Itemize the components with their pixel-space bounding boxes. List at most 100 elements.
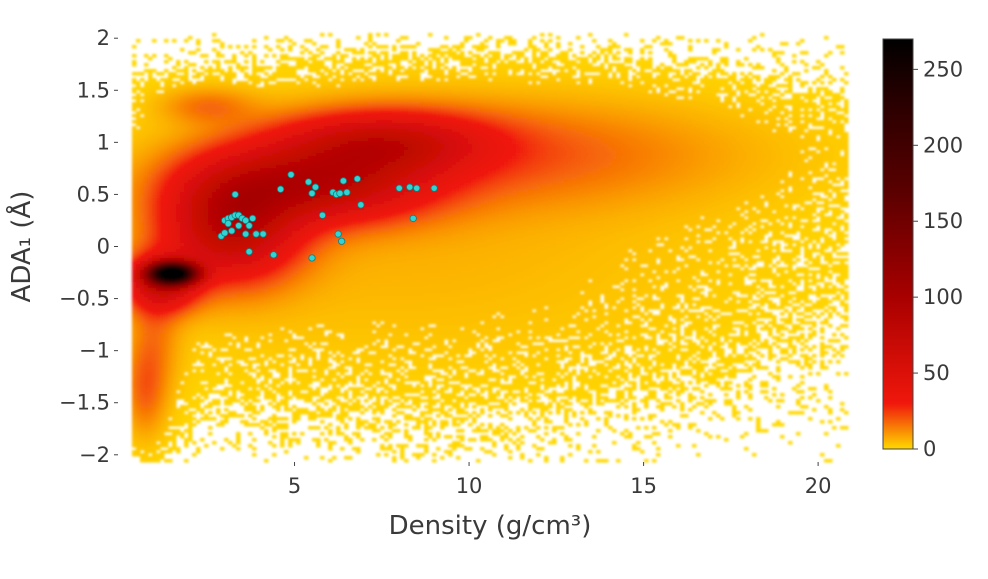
- heat-cell: [516, 75, 521, 79]
- heat-cell: [712, 138, 717, 142]
- heat-cell: [708, 129, 713, 133]
- heat-cell: [456, 147, 461, 151]
- heat-cell: [464, 39, 469, 43]
- heat-cell: [512, 60, 517, 64]
- heat-cell: [592, 126, 597, 130]
- heat-cell: [496, 81, 501, 85]
- heat-cell: [552, 144, 557, 148]
- heat-cell: [452, 69, 457, 73]
- heat-cell: [604, 120, 609, 124]
- heat-cell: [764, 123, 769, 127]
- heat-cell: [428, 81, 433, 85]
- heat-cell: [716, 48, 721, 52]
- heat-cell: [608, 102, 613, 106]
- heat-cell: [156, 102, 161, 106]
- heat-cell: [804, 81, 809, 85]
- heat-cell: [324, 138, 329, 142]
- heat-cell: [644, 105, 649, 109]
- heat-cell: [140, 72, 145, 76]
- heat-cell: [356, 147, 361, 151]
- heat-cell: [412, 96, 417, 100]
- heat-cell: [708, 117, 713, 121]
- heat-cell: [436, 75, 441, 79]
- heat-cell: [692, 111, 697, 115]
- heat-cell: [260, 108, 265, 112]
- heat-cell: [612, 108, 617, 112]
- heat-cell: [424, 90, 429, 94]
- heat-cell: [616, 81, 621, 85]
- heat-cell: [300, 144, 305, 148]
- heat-cell: [748, 99, 753, 103]
- heat-cell: [584, 105, 589, 109]
- heat-cell: [220, 69, 225, 73]
- heat-cell: [172, 144, 177, 148]
- heat-cell: [696, 123, 701, 127]
- heat-cell: [444, 45, 449, 49]
- heat-cell: [812, 114, 817, 118]
- heat-cell: [528, 105, 533, 109]
- heat-cell: [700, 123, 705, 127]
- heat-cell: [208, 150, 213, 154]
- heat-cell: [152, 132, 157, 136]
- heat-cell: [688, 84, 693, 88]
- heat-cell: [704, 99, 709, 103]
- heat-cell: [776, 75, 781, 79]
- heat-cell: [456, 117, 461, 121]
- heat-cell: [624, 117, 629, 121]
- heat-cell: [464, 132, 469, 136]
- heat-cell: [812, 144, 817, 148]
- heat-cell: [680, 108, 685, 112]
- heat-cell: [564, 126, 569, 130]
- heat-cell: [360, 72, 365, 76]
- heat-cell: [632, 102, 637, 106]
- heat-cell: [844, 147, 849, 151]
- heat-cell: [156, 141, 161, 145]
- heat-cell: [732, 138, 737, 142]
- heat-cell: [412, 108, 417, 112]
- heat-cell: [732, 78, 737, 82]
- heat-cell: [532, 51, 537, 55]
- heat-cell: [576, 126, 581, 130]
- heat-cell: [228, 111, 233, 115]
- heat-cell: [520, 129, 525, 133]
- heat-cell: [336, 90, 341, 94]
- heat-cell: [184, 114, 189, 118]
- heat-cell: [352, 51, 357, 55]
- heat-cell: [308, 147, 313, 151]
- heat-cell: [632, 135, 637, 139]
- heat-cell: [832, 117, 837, 121]
- heat-cell: [148, 111, 153, 115]
- heat-cell: [728, 126, 733, 130]
- heat-cell: [704, 96, 709, 100]
- heat-cell: [324, 111, 329, 115]
- heat-cell: [268, 48, 273, 52]
- heat-cell: [300, 60, 305, 64]
- heat-cell: [584, 126, 589, 130]
- heat-cell: [404, 114, 409, 118]
- heat-cell: [488, 105, 493, 109]
- heat-cell: [792, 102, 797, 106]
- heat-cell: [600, 87, 605, 91]
- heat-cell: [280, 84, 285, 88]
- heat-cell: [612, 63, 617, 67]
- heat-cell: [324, 108, 329, 112]
- heat-cell: [400, 78, 405, 82]
- heat-cell: [224, 84, 229, 88]
- heat-cell: [396, 114, 401, 118]
- heat-cell: [528, 93, 533, 97]
- heat-cell: [488, 51, 493, 55]
- heat-cell: [328, 33, 333, 37]
- heat-cell: [312, 132, 317, 136]
- heat-cell: [376, 126, 381, 130]
- heat-cell: [728, 120, 733, 124]
- heat-cell: [144, 117, 149, 121]
- heat-cell: [336, 75, 341, 79]
- heat-cell: [596, 99, 601, 103]
- heat-cell: [652, 96, 657, 100]
- heat-cell: [832, 102, 837, 106]
- heat-cell: [740, 93, 745, 97]
- heat-cell: [688, 117, 693, 121]
- heat-cell: [248, 51, 253, 55]
- heat-cell: [156, 96, 161, 100]
- heat-cell: [180, 87, 185, 91]
